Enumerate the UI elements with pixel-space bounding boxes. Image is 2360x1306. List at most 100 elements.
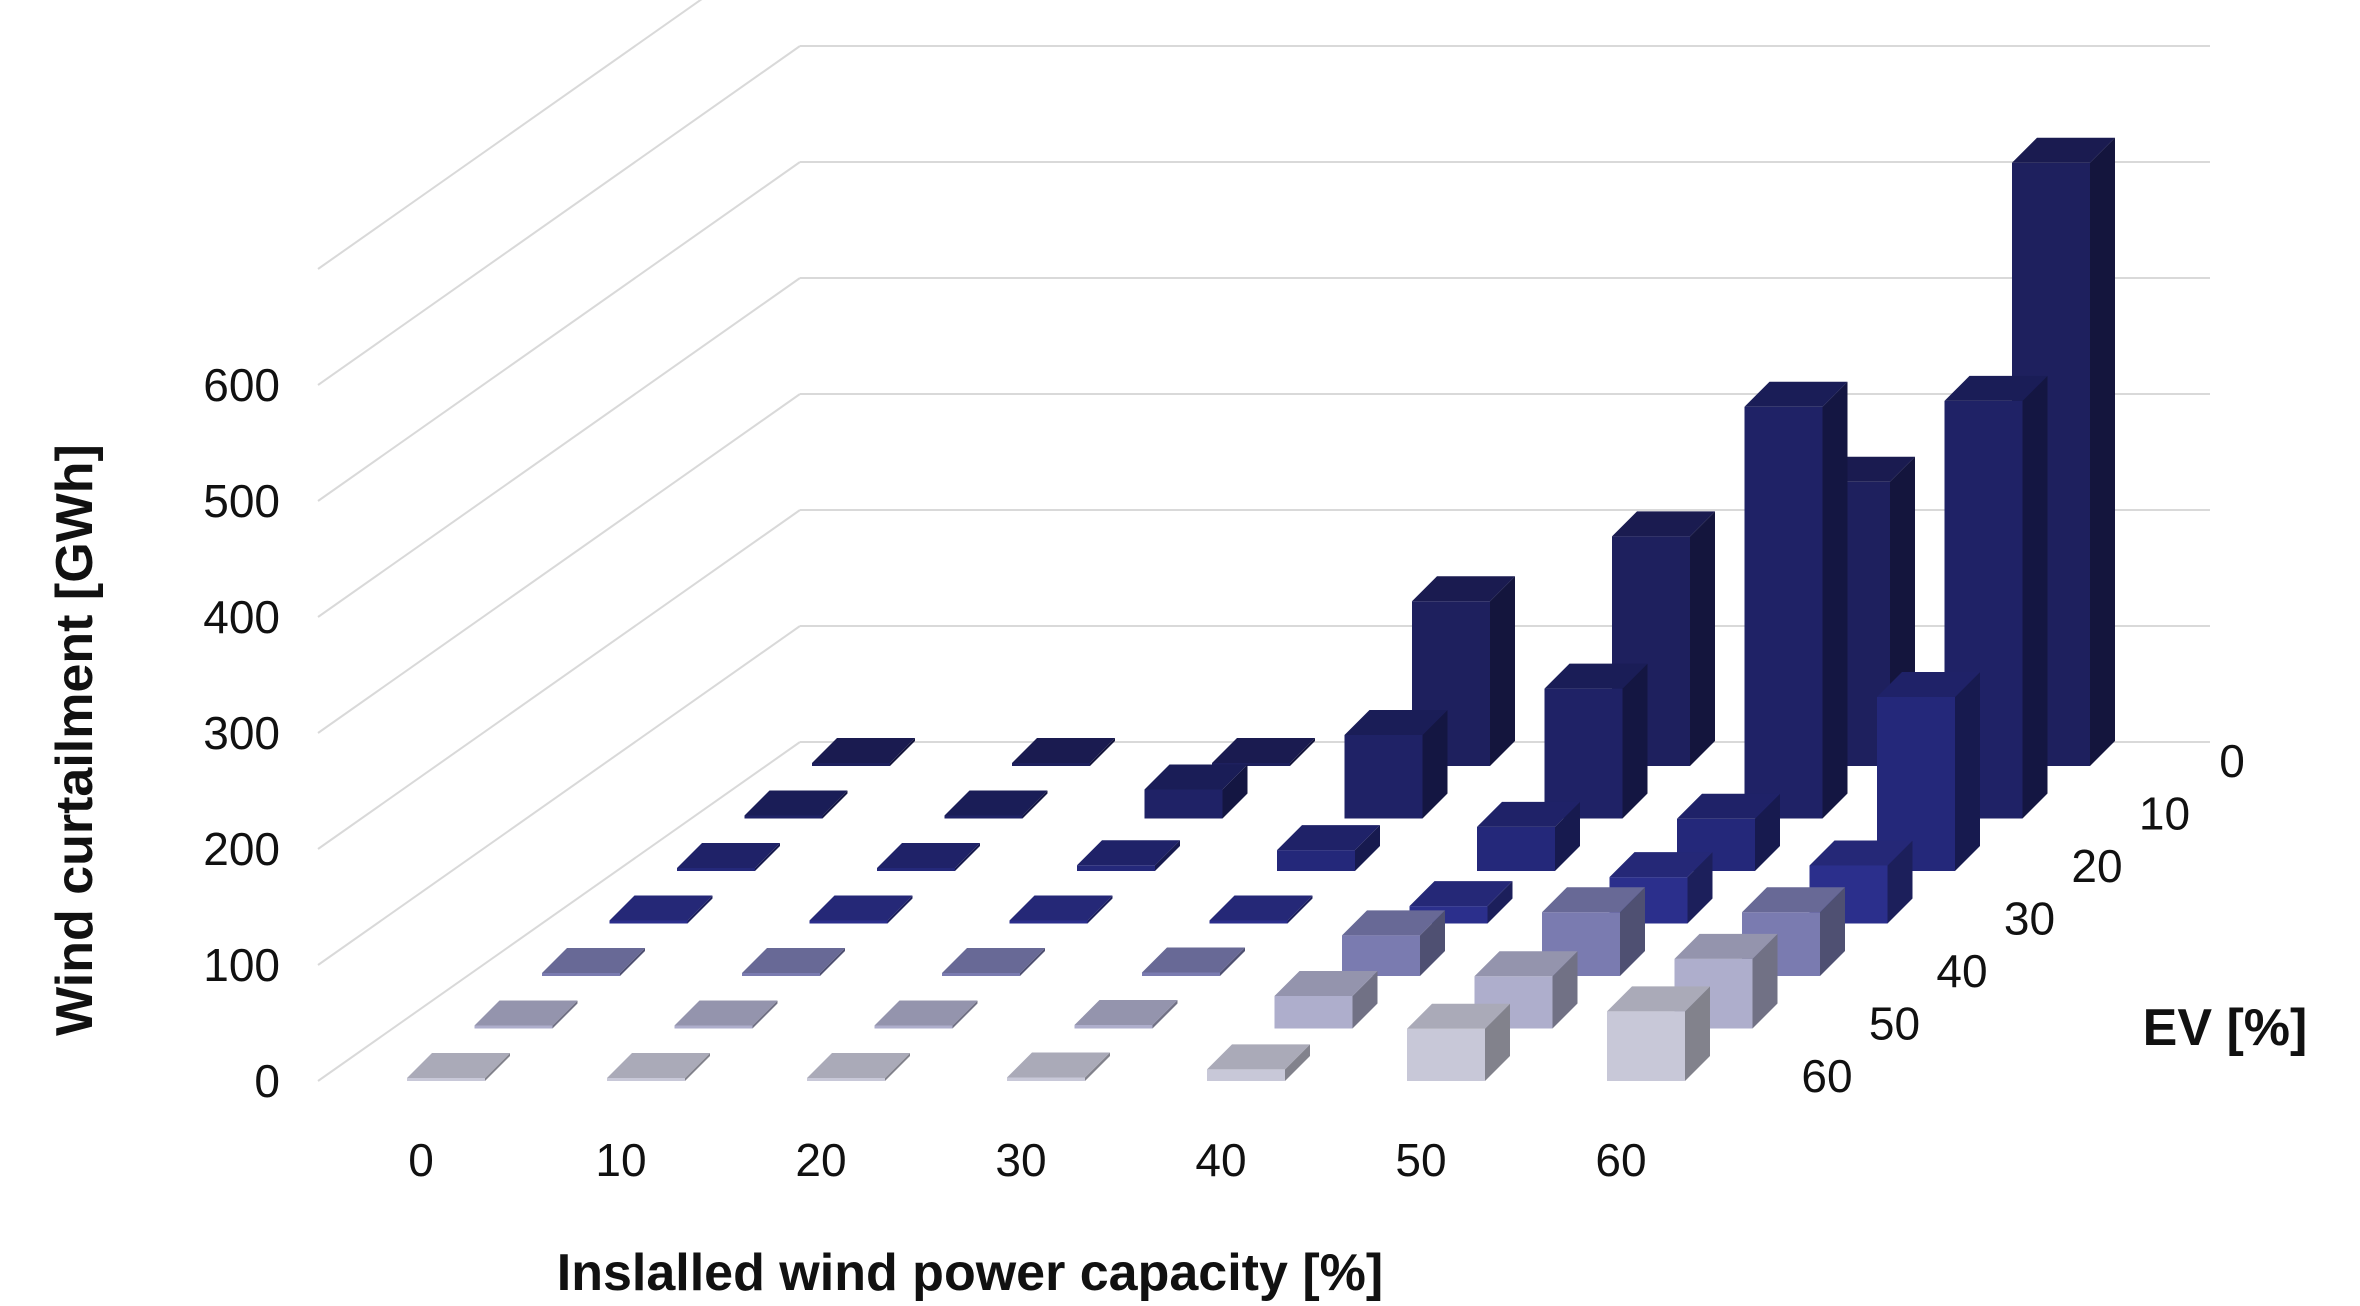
bar: [1142, 947, 1245, 976]
bar-top: [1809, 840, 1913, 866]
bar-side: [1955, 672, 1980, 871]
x-axis-ticks: 0 10 20 30 40 50 60: [408, 1134, 1646, 1186]
bar-front: [1407, 1028, 1485, 1081]
side-gridline: [317, 277, 801, 618]
bar-top: [1009, 895, 1113, 921]
bar-side: [887, 895, 913, 924]
bar-side: [955, 843, 980, 871]
bar-top: [942, 948, 1045, 973]
bar-top: [744, 790, 848, 816]
x-axis-title: Inslalled wind power capacity [%]: [557, 1244, 1383, 1302]
x-tick-label: 0: [408, 1134, 434, 1186]
bar-top: [1474, 951, 1578, 977]
bar-side: [2090, 137, 2115, 767]
bar-side: [620, 948, 645, 976]
bar-front: [742, 973, 820, 976]
bar-top: [1007, 1052, 1110, 1078]
bar: [1277, 825, 1380, 871]
bar-side: [1822, 381, 1848, 819]
bar-top: [542, 948, 645, 973]
bar: [1074, 1000, 1178, 1029]
bar-side: [1490, 576, 1515, 766]
bar-top: [1012, 738, 1115, 763]
bar-front: [1007, 1077, 1085, 1081]
bar-front: [1277, 850, 1355, 871]
bar-front: [809, 920, 888, 924]
z-tick-label: 30: [2004, 893, 2055, 945]
bar-front: [1544, 688, 1623, 819]
bar-front: [877, 868, 955, 871]
bar-side: [1222, 764, 1248, 819]
bar-side: [1690, 511, 1715, 766]
bar: [1144, 764, 1248, 819]
bar-side: [1487, 881, 1513, 924]
y-axis-ticks: 0 100 200 300 400 500 600: [203, 359, 280, 1107]
bar-side: [1020, 948, 1045, 976]
bar-top: [1142, 947, 1245, 973]
bar-side: [822, 790, 848, 819]
bar-side: [1355, 825, 1380, 871]
z-tick-label: 10: [2139, 788, 2190, 840]
bar-top: [1607, 986, 1710, 1012]
bar-side: [890, 738, 915, 766]
bar-top: [1074, 1000, 1178, 1026]
z-axis-ticks: 0 10 20 30 40 50 60: [1801, 735, 2244, 1102]
bar-front: [1744, 406, 1823, 819]
bar-side: [1685, 986, 1710, 1081]
bar: [474, 1000, 578, 1029]
bar: [1007, 1052, 1110, 1081]
bar-side: [1620, 887, 1645, 976]
bar-front: [1142, 972, 1220, 976]
z-tick-label: 50: [1869, 998, 1920, 1050]
bar-top: [1544, 663, 1648, 689]
side-gridline: [317, 625, 801, 966]
bar: [742, 948, 845, 976]
bar: [1009, 895, 1113, 924]
bar: [1207, 1044, 1310, 1081]
bar-top: [1609, 852, 1713, 878]
bar-side: [1687, 852, 1713, 924]
bar-top: [1944, 375, 2048, 401]
bar-front: [942, 973, 1020, 976]
bar-front: [1877, 697, 1955, 871]
z-tick-label: 0: [2219, 735, 2245, 787]
bar-front: [874, 1025, 953, 1029]
bar-top: [474, 1000, 578, 1026]
bar-top: [1077, 840, 1180, 866]
bar: [1477, 801, 1580, 871]
bar: [1344, 709, 1448, 819]
bar-top: [877, 843, 980, 868]
bar: [1012, 738, 1115, 766]
bar-front: [1342, 935, 1420, 976]
bar-front: [1207, 1069, 1285, 1081]
bar-side: [755, 843, 780, 871]
z-tick-label: 40: [1936, 945, 1987, 997]
bar-top: [1207, 1044, 1310, 1070]
bar: [609, 895, 713, 924]
bar-front: [1344, 734, 1423, 819]
bar-top: [1344, 709, 1448, 735]
y-tick-label: 200: [203, 823, 280, 875]
bar-top: [1407, 1003, 1510, 1029]
bar-side: [1152, 1000, 1178, 1029]
bar: [877, 843, 980, 871]
bar-front: [1009, 920, 1088, 924]
bar-top: [1277, 825, 1380, 851]
bar-top: [1877, 672, 1980, 697]
side-gridline: [317, 509, 801, 850]
x-tick-label: 20: [795, 1134, 846, 1186]
bar: [1544, 663, 1648, 819]
y-tick-label: 500: [203, 475, 280, 527]
bar-top: [1274, 971, 1378, 997]
bar-side: [820, 948, 845, 976]
bar-top: [2012, 137, 2115, 163]
bar-top: [1212, 738, 1315, 763]
bar: [1744, 381, 1848, 819]
bar-side: [1755, 793, 1780, 871]
bar: [674, 1000, 778, 1029]
bar-front: [1144, 789, 1223, 819]
bar-side: [1287, 895, 1313, 924]
bar-side: [1087, 895, 1113, 924]
bar: [944, 790, 1048, 819]
